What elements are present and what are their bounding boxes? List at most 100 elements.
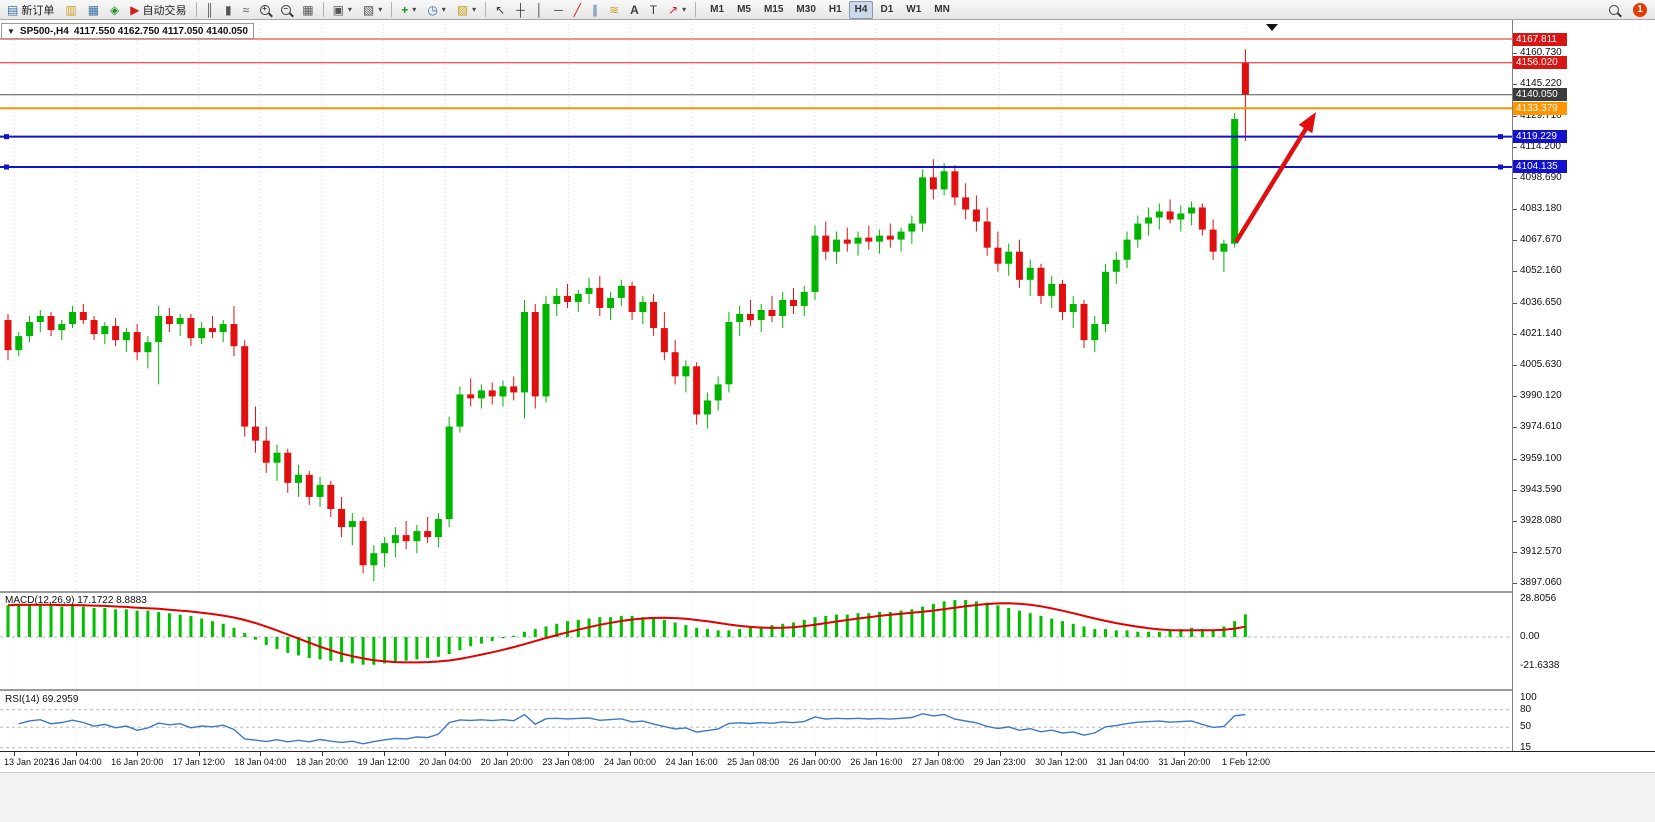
line-chart-button[interactable]: ≈ <box>238 0 255 20</box>
market-watch-icon: ▥ <box>65 2 77 17</box>
timeframe-button-h1[interactable]: H1 <box>828 3 842 15</box>
candle <box>198 328 206 339</box>
candle <box>596 287 604 308</box>
candle <box>1220 243 1228 252</box>
notification-badge[interactable]: 1 <box>1633 2 1647 17</box>
timeframe-button-m30[interactable]: M30 <box>796 3 816 15</box>
bar-chart-icon: ║ <box>205 2 215 17</box>
candle <box>768 309 776 317</box>
time-label: 29 Jan 23:00 <box>973 757 1026 767</box>
rsi-panel[interactable] <box>0 692 1512 751</box>
text-label-button[interactable]: T <box>645 0 662 20</box>
autotrading-button[interactable]: ▶ 自动交易 <box>125 0 191 20</box>
hline-4104.135[interactable] <box>0 164 1512 170</box>
timeframe-button-m15[interactable]: M15 <box>763 3 784 15</box>
candle <box>736 314 744 323</box>
price-tick-label: 3928.080 <box>1520 514 1562 526</box>
price-tick-label: 3897.060 <box>1520 577 1562 589</box>
zoom-out-button[interactable]: − <box>276 0 296 20</box>
time-tick-mark <box>1184 752 1186 756</box>
line-handle[interactable] <box>4 164 9 170</box>
timeframe-button-w1[interactable]: W1 <box>906 3 922 15</box>
new-chart-icon: ▣ <box>332 2 344 17</box>
cursor-button[interactable]: ↖ <box>490 0 510 20</box>
timeframe-button-m5[interactable]: M5 <box>737 3 751 15</box>
main-chart-panel[interactable] <box>0 20 1512 592</box>
price-tick-mark <box>1513 458 1517 460</box>
rsi-scale-label: 100 <box>1520 692 1537 703</box>
timeframe-button-h4[interactable]: H4 <box>848 0 874 19</box>
time-tick-mark <box>260 752 262 756</box>
candle <box>477 390 485 399</box>
panel-separator[interactable] <box>0 591 1655 593</box>
price-tick-label: 3990.120 <box>1520 390 1562 402</box>
search-button[interactable] <box>1604 0 1624 20</box>
crosshair-icon: ┼ <box>516 2 525 17</box>
panel-separator[interactable] <box>0 689 1655 691</box>
data-window-button[interactable]: ▦ <box>83 0 104 20</box>
new-chart-button[interactable]: ▣ ▾ <box>328 0 357 20</box>
templates-button[interactable]: ▨ ▾ <box>452 0 481 20</box>
candle <box>1231 119 1239 244</box>
cursor-icon: ↖ <box>495 2 506 17</box>
line-handle[interactable] <box>4 134 9 140</box>
one-click-trading-toggle[interactable]: ▼ <box>7 26 15 36</box>
candle <box>112 326 120 341</box>
price-tick-mark <box>1513 552 1517 554</box>
vertical-line-button[interactable]: │ <box>531 0 549 20</box>
candle <box>574 293 582 302</box>
horizontal-line-button[interactable]: ─ <box>549 0 568 20</box>
price-tick-mark <box>1513 583 1517 585</box>
timeframe-button-d1[interactable]: D1 <box>880 3 894 15</box>
crosshair-button[interactable]: ┼ <box>511 0 530 20</box>
trendline-button[interactable]: ╱ <box>569 0 586 20</box>
shapes-button[interactable]: ↗ ▾ <box>663 0 691 20</box>
candle <box>230 324 238 347</box>
price-tick-label: 4160.730 <box>1520 47 1562 59</box>
candle <box>1058 283 1066 312</box>
hline-4119.229[interactable] <box>0 134 1512 140</box>
grid-lines <box>13 24 1247 592</box>
status-bar <box>0 772 1655 822</box>
line-handle[interactable] <box>1498 164 1503 170</box>
indicators-button[interactable]: + ▾ <box>396 0 421 20</box>
bar-chart-button[interactable]: ║ <box>201 0 220 20</box>
fibonacci-button[interactable]: ≋ <box>604 0 624 20</box>
time-tick-mark <box>630 752 631 756</box>
price-scale[interactable]: 4160.730 4145.220 4129.710 4114.200 4098.690… <box>1512 20 1655 753</box>
time-tick-mark <box>383 752 385 756</box>
candle <box>650 301 658 329</box>
text-button[interactable]: A <box>625 0 644 20</box>
timeframe-button-m1[interactable]: M1 <box>710 3 725 15</box>
tile-windows-button[interactable]: ▦ <box>297 0 318 20</box>
zoom-in-button[interactable]: + <box>255 0 275 20</box>
candle <box>865 237 873 242</box>
timeframe-button-mn[interactable]: MN <box>934 3 950 15</box>
periods-button[interactable]: ◷ ▾ <box>422 0 451 20</box>
time-label: 31 Jan 20:00 <box>1158 757 1211 767</box>
trend-arrow-annotation[interactable] <box>1234 112 1316 244</box>
macd-panel[interactable] <box>0 595 1512 688</box>
time-axis[interactable]: 13 Jan 2023 16 Jan 04:00 16 Jan 20:00 17 Ja… <box>0 751 1655 772</box>
time-tick-mark <box>198 752 200 756</box>
candle <box>510 386 518 393</box>
price-tick-label: 4145.220 <box>1520 78 1562 90</box>
market-watch-button[interactable]: ▥ <box>60 0 81 20</box>
macd-scale-label: 28.8056 <box>1520 592 1557 604</box>
line-handle[interactable] <box>1498 134 1503 140</box>
channel-button[interactable]: ∥ <box>587 0 603 20</box>
candle <box>1145 217 1153 224</box>
candle <box>876 235 884 242</box>
navigator-button[interactable]: ◈ <box>105 0 124 20</box>
chart-shift-marker[interactable] <box>1266 24 1278 31</box>
data-window-icon: ▦ <box>87 2 100 17</box>
new-order-button[interactable]: ▤ 新订单 <box>2 0 59 20</box>
candle <box>101 326 109 335</box>
candle <box>671 352 679 377</box>
candle <box>58 324 66 331</box>
candlestick-button[interactable]: ▮ <box>220 0 237 20</box>
candle <box>617 285 625 298</box>
candle <box>628 285 636 312</box>
profiles-button[interactable]: ▧ ▾ <box>358 0 387 20</box>
price-tick-mark <box>1513 146 1517 148</box>
